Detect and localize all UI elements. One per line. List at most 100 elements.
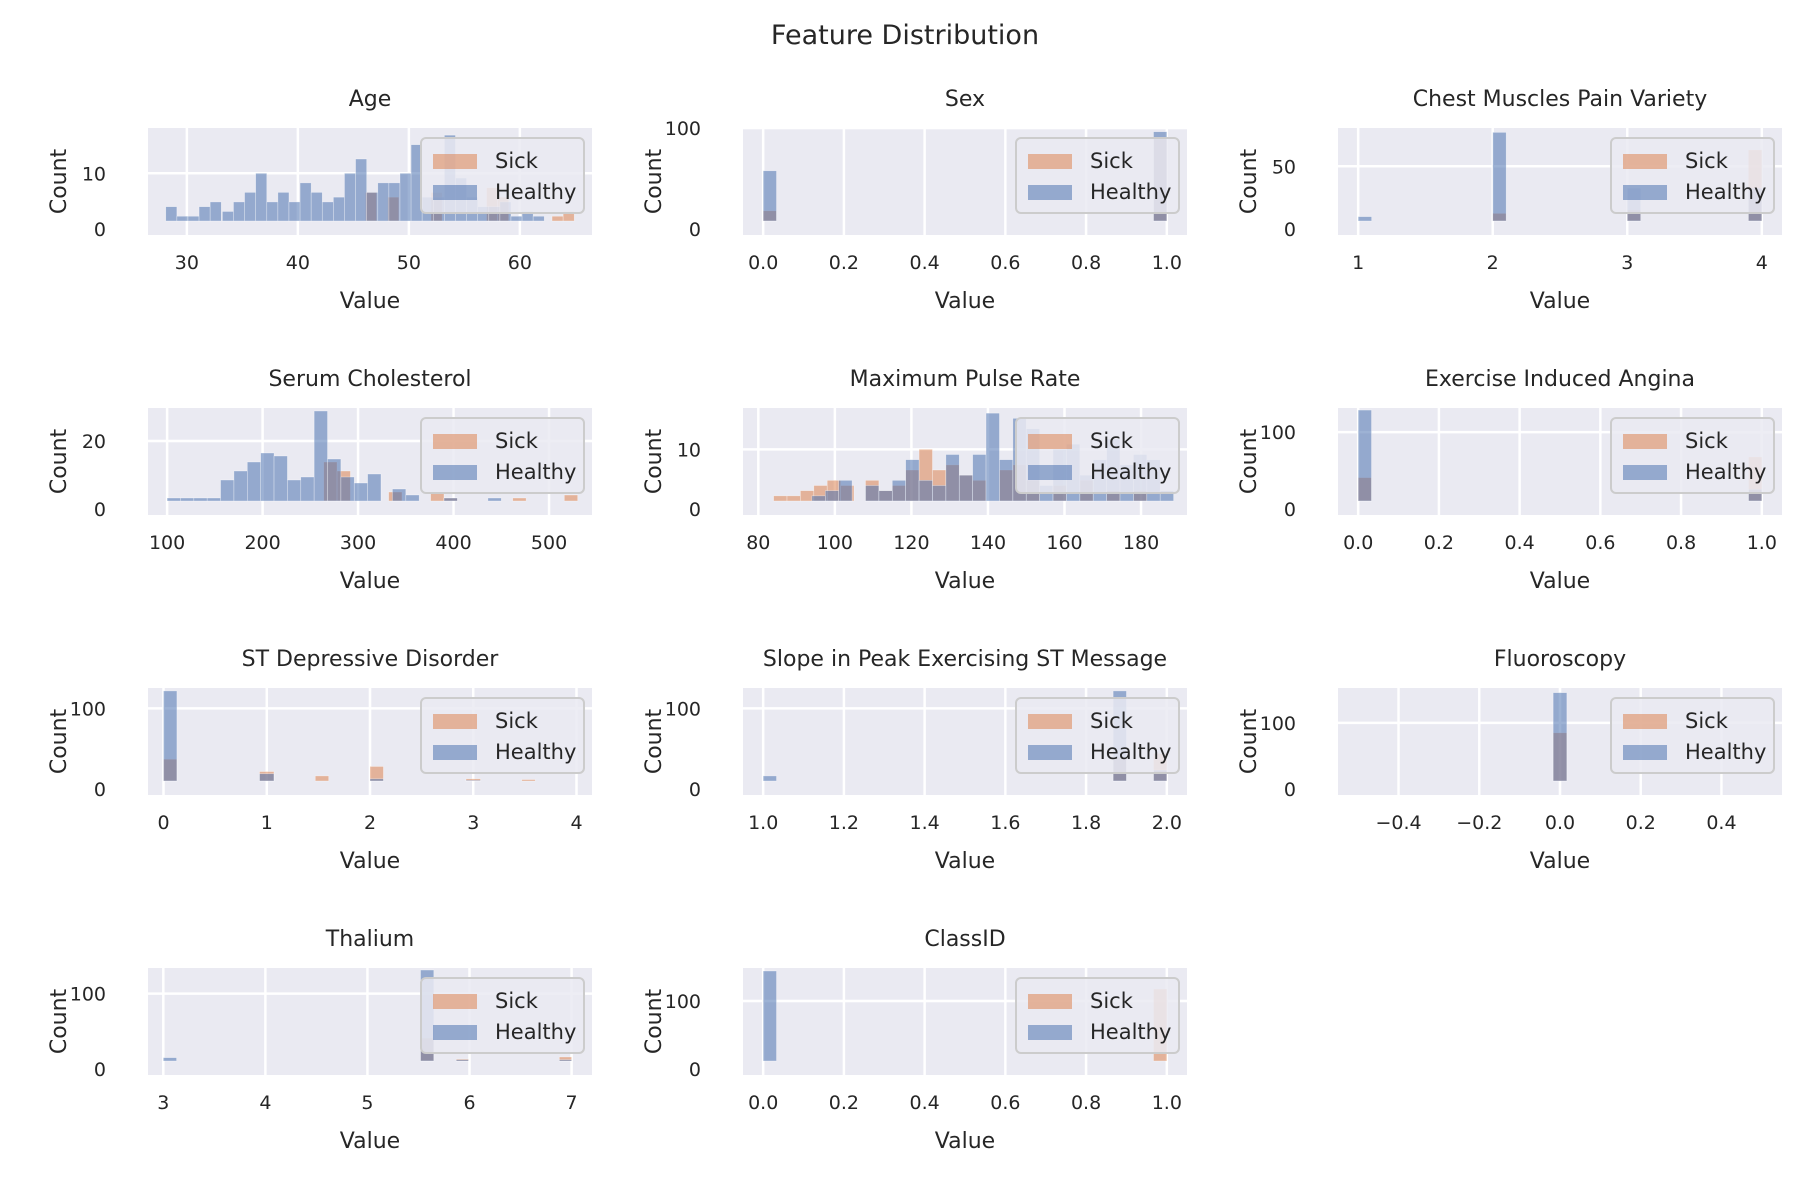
- y-axis-label: Count: [642, 708, 667, 774]
- bar-healthy: [288, 201, 301, 222]
- subplot-11: 0.0 0.2 0.4 0.6 0.8 1.0 0 100 ClassID Value Count S…: [642, 927, 1187, 1154]
- y-tick-label: 100: [665, 698, 701, 720]
- subplot-title: Chest Muscles Pain Variety: [1413, 87, 1707, 112]
- x-axis-label: Value: [935, 289, 995, 314]
- x-tick-label: 0.6: [990, 252, 1020, 274]
- subplot-5: 80 100 120 140 160 180 0 10 Maximum Pulse Rate Va…: [642, 367, 1187, 594]
- x-tick-label: 1: [261, 812, 273, 834]
- bar-healthy: [176, 215, 189, 222]
- x-tick-label: 6: [463, 1092, 475, 1114]
- x-tick-label: 0.4: [1505, 532, 1535, 554]
- x-tick-label: 5: [361, 1092, 373, 1114]
- x-tick-label: 180: [1123, 532, 1159, 554]
- x-tick-label: 7: [566, 1092, 578, 1114]
- bar-healthy: [905, 459, 920, 502]
- y-tick-label: 100: [1260, 422, 1296, 444]
- bar-healthy: [532, 215, 545, 222]
- x-tick-label: 0.0: [748, 252, 778, 274]
- legend-swatch-sick: [1028, 434, 1072, 449]
- x-tick-label: 3: [467, 812, 479, 834]
- x-tick-label: 0.8: [1666, 532, 1696, 554]
- x-tick-label: 1.2: [829, 812, 859, 834]
- bar-healthy: [945, 454, 960, 502]
- bar-healthy: [958, 474, 973, 502]
- figure-title: Feature Distribution: [771, 20, 1039, 51]
- y-tick-label: 0: [1284, 779, 1296, 801]
- y-axis-label: Count: [47, 708, 72, 774]
- bar-sick: [521, 779, 536, 782]
- bar-healthy: [369, 778, 384, 782]
- x-tick-label: 0.0: [1343, 532, 1373, 554]
- bar-healthy: [187, 215, 200, 222]
- bar-healthy: [824, 490, 839, 502]
- x-tick-label: 1.6: [990, 812, 1020, 834]
- bar-healthy: [247, 461, 261, 502]
- legend-label-sick: Sick: [495, 709, 539, 733]
- x-tick-label: 4: [259, 1092, 271, 1114]
- subplot-title: Fluoroscopy: [1494, 647, 1626, 672]
- y-axis-label: Count: [47, 148, 72, 214]
- x-tick-label: 0.2: [829, 252, 859, 274]
- y-tick-label: 0: [689, 779, 701, 801]
- x-tick-label: 2.0: [1152, 812, 1182, 834]
- bar-healthy: [762, 970, 777, 1062]
- legend-swatch-sick: [433, 994, 477, 1009]
- y-tick-label: 0: [689, 1059, 701, 1081]
- x-tick-label: 1.0: [1747, 532, 1777, 554]
- bar-healthy: [377, 182, 390, 222]
- legend-swatch-healthy: [433, 185, 477, 200]
- bar-healthy: [266, 201, 279, 222]
- subplot-1: 30 40 50 60 0 10 Age Value Count Sick Healthy: [47, 87, 592, 314]
- x-axis-label: Value: [1530, 289, 1590, 314]
- bar-healthy: [166, 497, 181, 502]
- x-tick-label: −0.4: [1375, 812, 1421, 834]
- legend: Sick Healthy: [420, 137, 585, 214]
- legend-swatch-healthy: [1028, 185, 1072, 200]
- y-tick-label: 10: [677, 439, 701, 461]
- x-tick-label: 1.4: [910, 812, 940, 834]
- y-axis-label: Count: [1237, 148, 1262, 214]
- x-tick-label: 1.0: [748, 812, 778, 834]
- legend-label-sick: Sick: [495, 989, 539, 1013]
- x-tick-label: 0.8: [1071, 1092, 1101, 1114]
- bar-healthy: [985, 412, 1000, 502]
- bar-sick: [512, 497, 527, 502]
- x-tick-label: 0.2: [1626, 812, 1656, 834]
- x-tick-label: 60: [508, 252, 532, 274]
- y-tick-label: 100: [70, 984, 106, 1006]
- x-tick-label: 1.0: [1152, 252, 1182, 274]
- bar-healthy: [321, 201, 334, 222]
- legend-label-sick: Sick: [1685, 709, 1729, 733]
- x-tick-label: 0: [157, 812, 169, 834]
- bar-healthy: [367, 473, 382, 502]
- subplot-4: 100 200 300 400 500 0 20 Serum Cholesterol Value…: [47, 367, 592, 594]
- bar-healthy: [762, 775, 777, 782]
- x-tick-label: 200: [244, 532, 280, 554]
- y-axis-label: Count: [47, 988, 72, 1054]
- bar-healthy: [1492, 132, 1507, 222]
- bar-healthy: [999, 459, 1014, 502]
- bar-healthy: [465, 779, 481, 782]
- bar-healthy: [559, 1059, 572, 1062]
- y-axis-label: Count: [1237, 428, 1262, 494]
- y-tick-label: 100: [70, 698, 106, 720]
- legend-label-sick: Sick: [1685, 149, 1729, 173]
- legend: Sick Healthy: [1015, 697, 1180, 774]
- y-tick-label: 0: [689, 499, 701, 521]
- legend-label-sick: Sick: [1090, 709, 1134, 733]
- legend-swatch-healthy: [1623, 185, 1667, 200]
- x-tick-label: 0.8: [1071, 252, 1101, 274]
- x-axis-label: Value: [935, 849, 995, 874]
- bar-healthy: [255, 173, 268, 222]
- x-tick-label: 1.0: [1152, 1092, 1182, 1114]
- x-tick-label: 2: [364, 812, 376, 834]
- legend-swatch-healthy: [1623, 465, 1667, 480]
- bar-healthy: [300, 476, 315, 502]
- subplot-title: Sex: [945, 87, 985, 112]
- legend-swatch-sick: [433, 434, 477, 449]
- x-axis-label: Value: [935, 569, 995, 594]
- bar-healthy: [865, 485, 880, 502]
- x-tick-label: 50: [397, 252, 421, 274]
- legend-swatch-healthy: [433, 465, 477, 480]
- y-tick-label: 100: [665, 118, 701, 140]
